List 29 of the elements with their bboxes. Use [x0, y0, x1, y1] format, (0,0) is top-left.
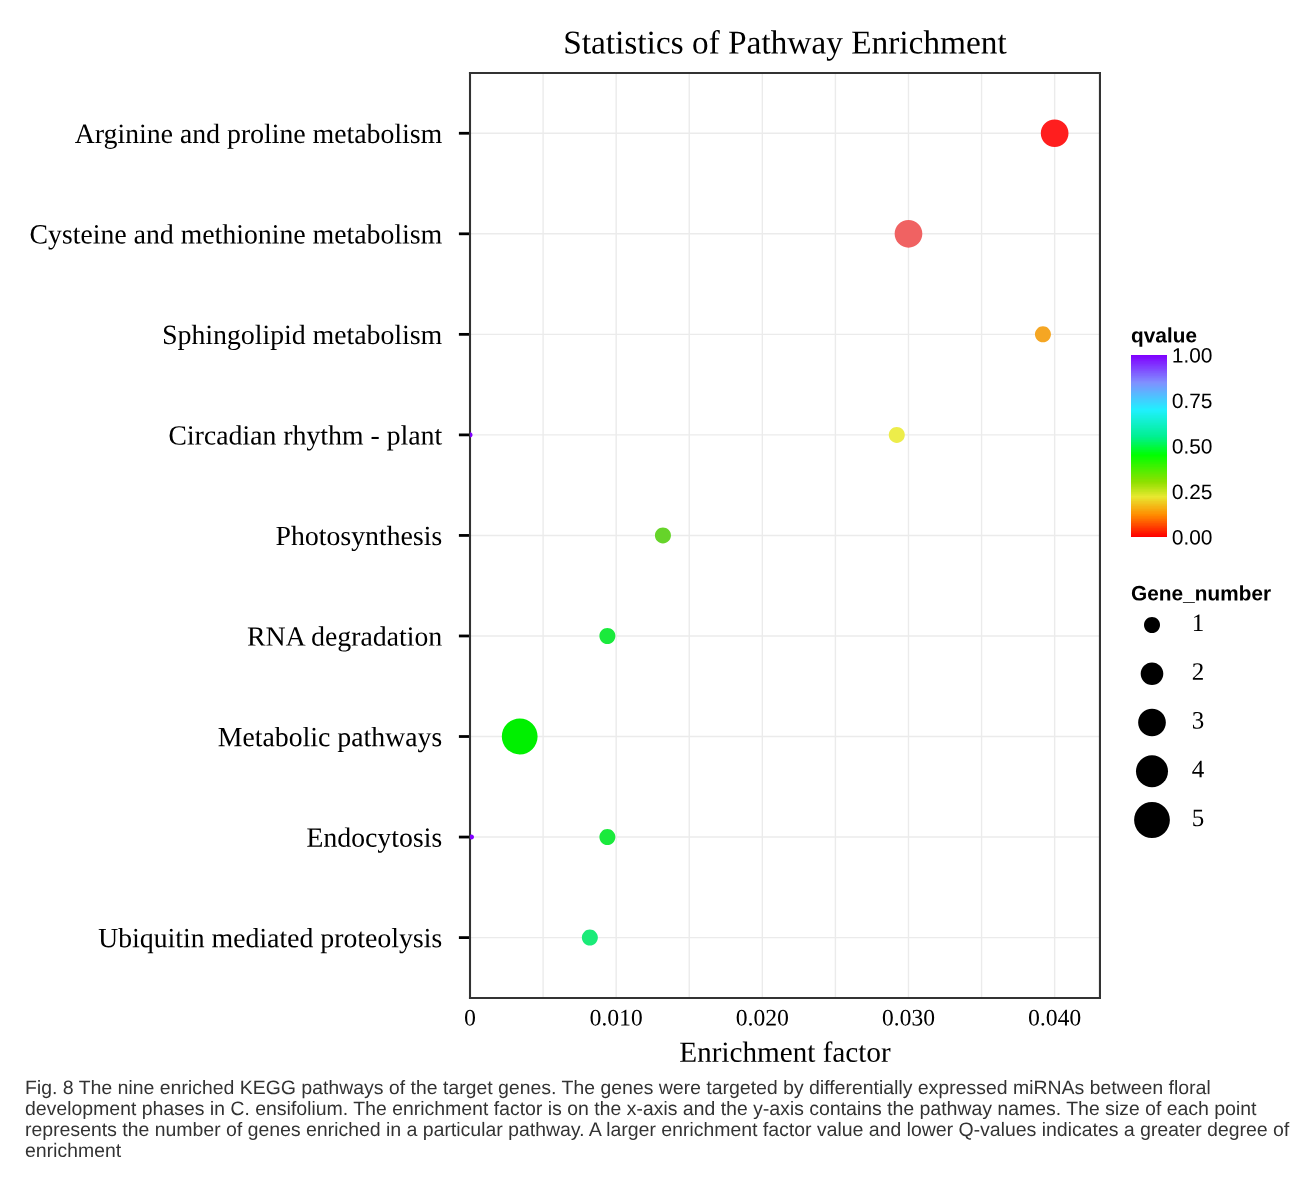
x-axis-title: Enrichment factor [680, 1041, 891, 1063]
color-bar-label: 0.00 [1172, 530, 1212, 545]
legend-title: Gene_number [1131, 585, 1271, 603]
color-bar-title: qvalue [1131, 327, 1197, 347]
y-tick-label: Photosynthesis [276, 525, 442, 552]
y-tick-label: Metabolic pathways [218, 726, 442, 753]
legend-label: 4 [1192, 760, 1204, 778]
color-bar-label: 0.50 [1172, 439, 1212, 454]
legend-label: 5 [1193, 809, 1204, 827]
x-tick-label: 0.020 [736, 1009, 788, 1026]
color-bar-label: 0.25 [1172, 484, 1212, 500]
caption: Fig. 8 The nine enriched KEGG pathways of the target genes. The genes were targeted by differentially expressed miRNAs between floral development phases in C. ensifolium. The enrichment factor is on the x-axis and the y-axis contains the pathway names. The size of each point represents the number of genes enriched in a particular pathway. A larger enrichment factor value and lower Q-values indicates a greater degree of enrichment [25, 1080, 1290, 1158]
y-tick-label: Ubiquitin mediated proteolysis [98, 927, 442, 954]
legend-label: 1 [1193, 614, 1203, 632]
y-tick-label: Sphingolipid metabolism [163, 324, 442, 350]
legend-label: 2 [1192, 663, 1203, 680]
chart-title: Statistics of Pathway Enrichment [565, 30, 1007, 61]
x-tick-label: 0.010 [590, 1009, 642, 1026]
y-tick-label: Arginine and proline metabolism [75, 123, 442, 149]
color-bar-label: 0.75 [1172, 393, 1212, 409]
y-tick-label: Circadian rhythm - plant [169, 425, 443, 451]
x-tick-label: 0.030 [882, 1009, 935, 1026]
x-tick-label: 0.040 [1028, 1009, 1081, 1026]
color-bar-label: 1.00 [1173, 348, 1212, 363]
x-tick-label: 0 [465, 1009, 476, 1026]
y-tick-label: Endocytosis [307, 827, 442, 853]
y-tick-label: Cysteine and methionine metabolism [30, 224, 442, 250]
legend-label: 3 [1192, 711, 1204, 729]
y-tick-label: RNA degradation [247, 626, 442, 652]
